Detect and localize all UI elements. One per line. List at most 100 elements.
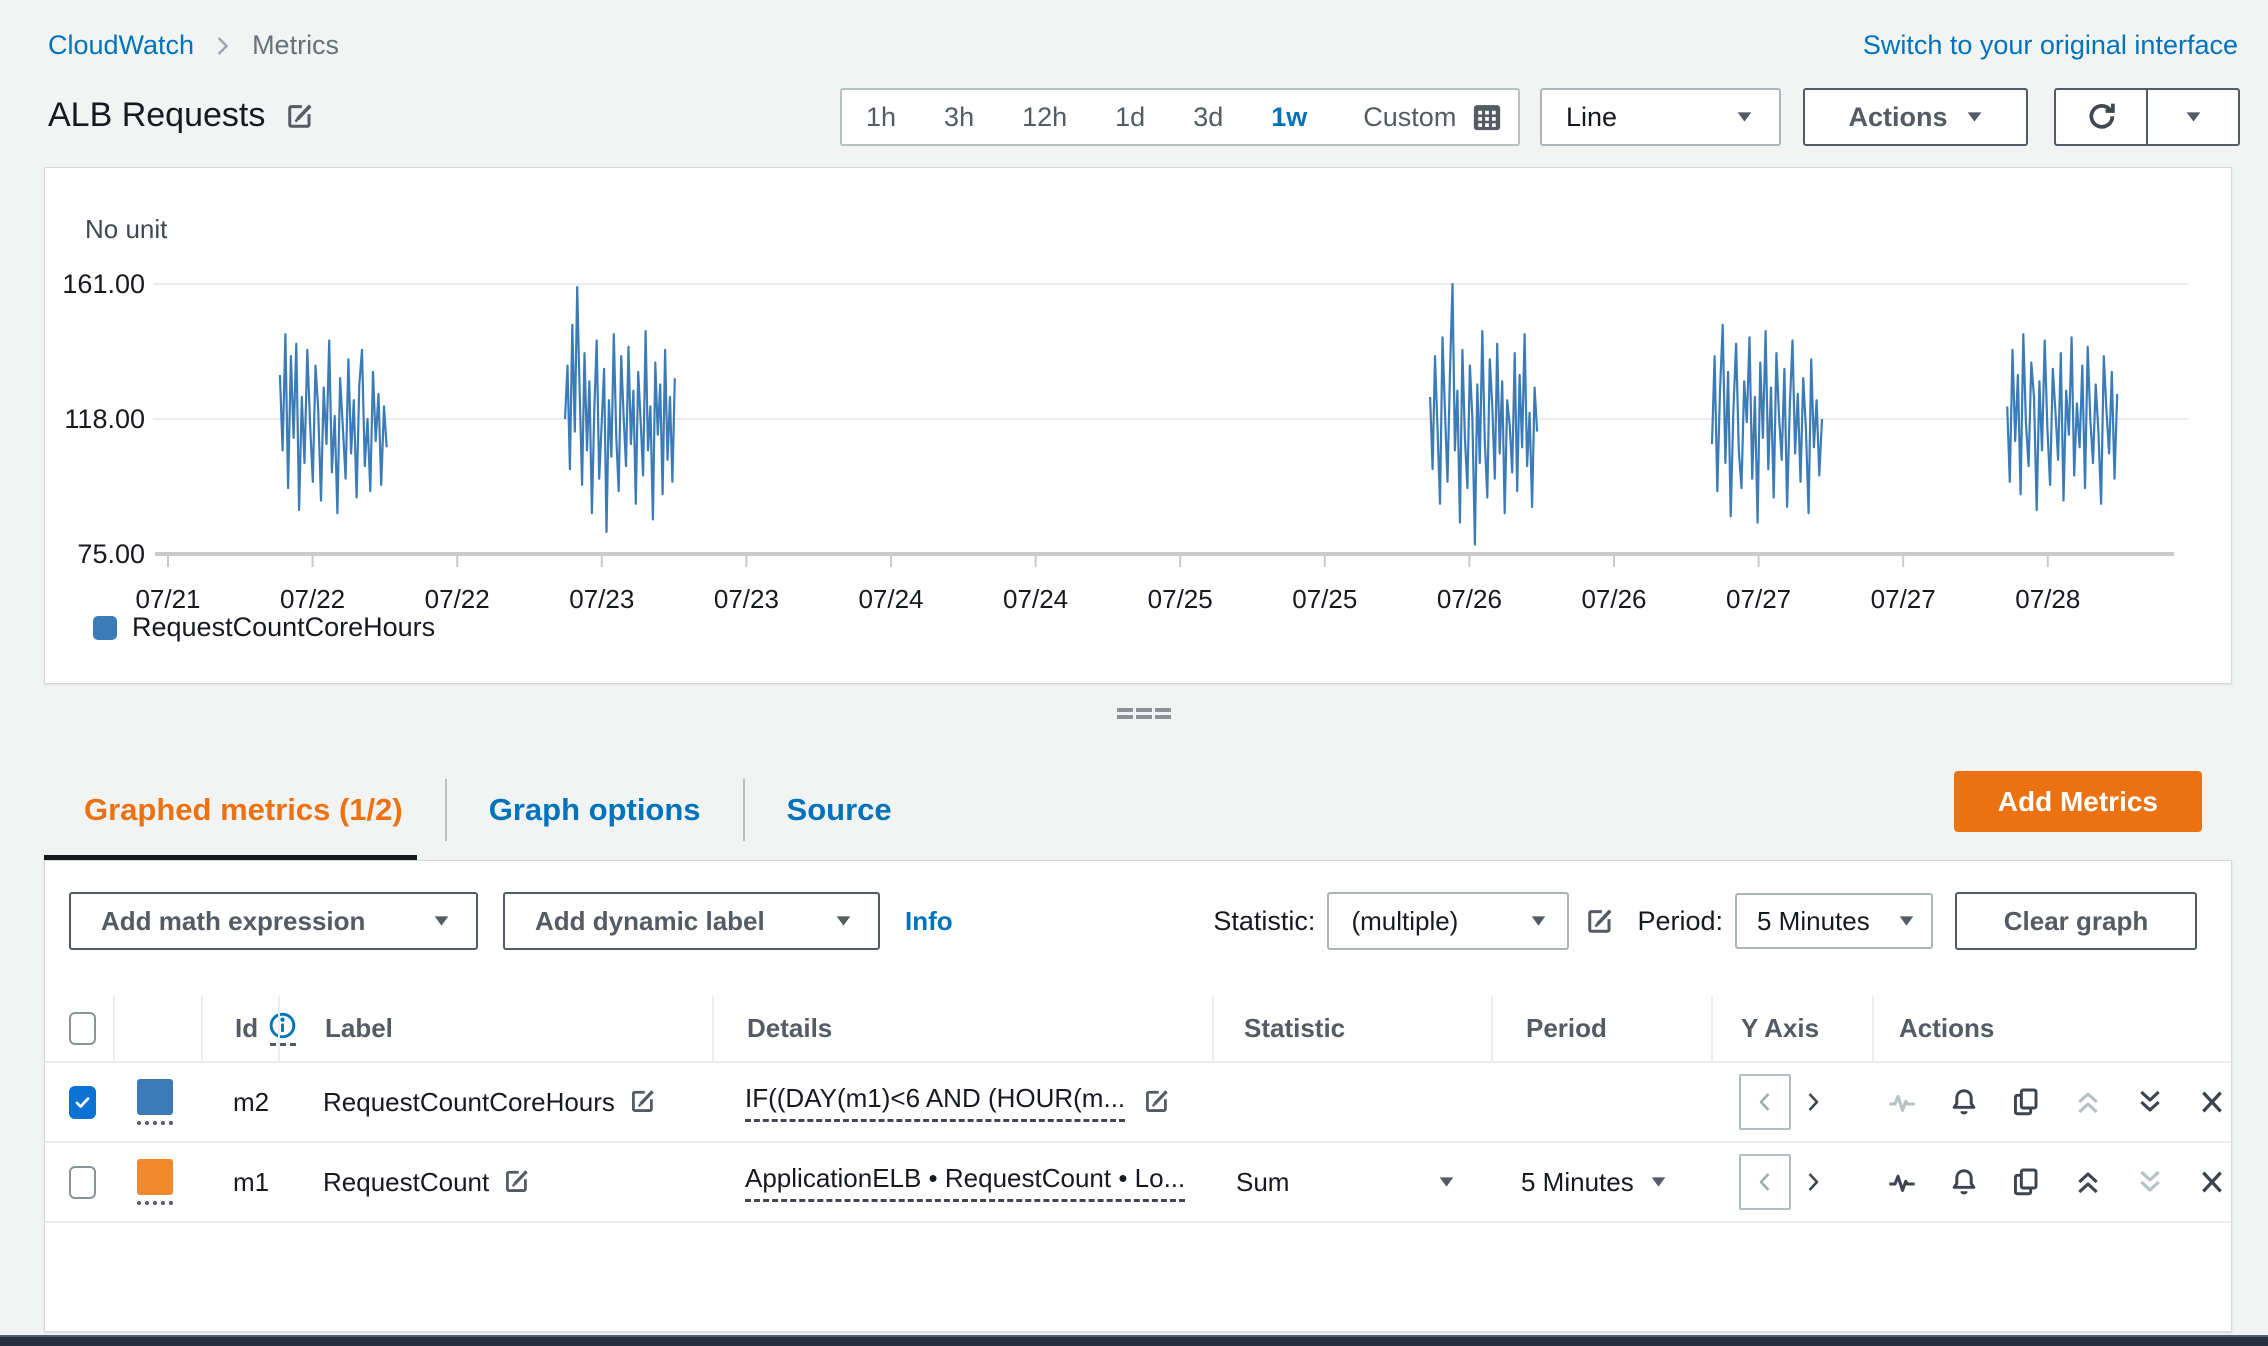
x-tick-label: 07/25 [1292, 584, 1357, 614]
period-value: 5 Minutes [1521, 1167, 1634, 1198]
remove-metric-icon[interactable] [2196, 1086, 2228, 1118]
breadcrumb-chevron-icon [212, 35, 234, 57]
statistic-label: Statistic: [1213, 906, 1315, 937]
edit-label-icon[interactable] [629, 1087, 659, 1117]
row-checkbox[interactable] [69, 1086, 96, 1119]
clear-graph-button[interactable]: Clear graph [1955, 892, 2197, 950]
edit-statistic-icon[interactable] [1585, 906, 1615, 936]
duplicate-icon[interactable] [2010, 1166, 2042, 1198]
column-header-actions: Actions [1872, 996, 2231, 1061]
x-tick-label: 07/21 [135, 584, 200, 614]
info-link[interactable]: Info [905, 906, 953, 937]
metrics-tabs: Graphed metrics (1/2) Graph options Sour… [44, 760, 2240, 860]
period-select[interactable]: 5 Minutes [1735, 893, 1933, 949]
tab-graphed-metrics[interactable]: Graphed metrics (1/2) [44, 792, 445, 828]
refresh-button[interactable] [2056, 90, 2146, 144]
metric-id: m1 [201, 1167, 278, 1198]
row-checkbox[interactable] [69, 1166, 96, 1199]
refresh-group [2054, 88, 2240, 146]
add-dynamic-label-button[interactable]: Add dynamic label [503, 892, 880, 950]
range-12h[interactable]: 12h [998, 102, 1091, 133]
create-alarm-icon[interactable] [1948, 1086, 1980, 1118]
clear-graph-label: Clear graph [2004, 906, 2149, 937]
tab-graph-options[interactable]: Graph options [447, 792, 743, 828]
metric-details-link[interactable]: IF((DAY(m1)<6 AND (HOUR(m... [745, 1083, 1125, 1122]
duplicate-icon[interactable] [2010, 1086, 2042, 1118]
breadcrumb: CloudWatch Metrics [48, 30, 339, 61]
breadcrumb-cloudwatch-link[interactable]: CloudWatch [48, 30, 194, 61]
column-header-details: Details [712, 996, 1212, 1061]
chevron-left-icon [1753, 1166, 1777, 1198]
yaxis-right-button[interactable] [1801, 1166, 1825, 1198]
column-header-label: Label [278, 996, 712, 1061]
color-column-header [113, 996, 201, 1061]
switch-interface-link[interactable]: Switch to your original interface [1863, 30, 2238, 61]
metric-label: RequestCountCoreHours [323, 1087, 615, 1118]
table-header-row: Id Label Details Statistic Period Y Axis… [45, 996, 2231, 1063]
chart-type-select[interactable]: Line [1540, 88, 1781, 146]
statistic-dropdown[interactable]: Sum [1212, 1167, 1491, 1198]
series-line [565, 287, 675, 532]
yaxis-right-button[interactable] [1801, 1086, 1825, 1118]
yaxis-left-button[interactable] [1739, 1074, 1791, 1130]
graphed-metrics-table: Id Label Details Statistic Period Y Axis… [45, 996, 2231, 1223]
column-header-statistic: Statistic [1212, 996, 1491, 1061]
x-tick-label: 07/27 [1726, 584, 1791, 614]
alarm-pulse-icon [1886, 1086, 1918, 1118]
x-tick-label: 07/28 [2015, 584, 2080, 614]
metric-details-link[interactable]: ApplicationELB • RequestCount • Lo... [745, 1163, 1185, 1202]
period-dropdown[interactable]: 5 Minutes [1491, 1167, 1711, 1198]
color-swatch-button[interactable] [137, 1079, 173, 1125]
chevron-down-icon [1438, 1176, 1455, 1188]
chevron-down-icon [835, 915, 852, 927]
range-3d[interactable]: 3d [1169, 102, 1247, 133]
move-down-icon [2134, 1166, 2166, 1198]
actions-button[interactable]: Actions [1803, 88, 2028, 146]
x-tick-label: 07/25 [1148, 584, 1213, 614]
metric-row-m2: m2 RequestCountCoreHours IF((DAY(m1)<6 A… [45, 1063, 2231, 1143]
edit-title-icon[interactable] [285, 101, 315, 131]
x-tick-label: 07/24 [1003, 584, 1068, 614]
graphed-metrics-panel: Add math expression Add dynamic label In… [44, 860, 2232, 1332]
statistic-select[interactable]: (multiple) [1327, 892, 1569, 950]
actions-label: Actions [1848, 102, 1947, 133]
metric-color-swatch [137, 1159, 173, 1195]
move-down-icon[interactable] [2134, 1086, 2166, 1118]
period-label: Period: [1637, 906, 1723, 937]
x-tick-label: 07/23 [569, 584, 634, 614]
create-alarm-icon[interactable] [1948, 1166, 1980, 1198]
chevron-down-icon [1898, 915, 1915, 927]
column-header-yaxis: Y Axis [1711, 996, 1872, 1061]
metrics-line-chart[interactable]: 07/2107/2207/2207/2307/2307/2407/2407/25… [45, 168, 2231, 683]
series-line [2007, 334, 2117, 510]
move-up-icon[interactable] [2072, 1166, 2104, 1198]
add-math-label: Add math expression [101, 906, 365, 937]
edit-details-icon[interactable] [1143, 1087, 1173, 1117]
range-1d[interactable]: 1d [1091, 102, 1169, 133]
add-math-expression-button[interactable]: Add math expression [69, 892, 478, 950]
y-tick-label: 75.00 [77, 539, 145, 569]
refresh-options-button[interactable] [2146, 90, 2238, 144]
remove-metric-icon[interactable] [2196, 1166, 2228, 1198]
range-1w[interactable]: 1w [1247, 102, 1331, 133]
panel-resize-handle[interactable] [1117, 708, 1171, 719]
chart-legend[interactable]: RequestCountCoreHours [93, 612, 435, 643]
add-metrics-button[interactable]: Add Metrics [1954, 771, 2202, 832]
tab-source[interactable]: Source [745, 792, 934, 828]
time-range-group: 1h 3h 12h 1d 3d 1w Custom [840, 88, 1520, 146]
edit-label-icon[interactable] [503, 1167, 533, 1197]
range-1h[interactable]: 1h [842, 102, 920, 133]
check-icon [73, 1093, 92, 1112]
x-tick-label: 07/26 [1437, 584, 1502, 614]
metric-row-m1: m1 RequestCount ApplicationELB • Request… [45, 1143, 2231, 1223]
yaxis-left-button[interactable] [1739, 1154, 1791, 1210]
x-tick-label: 07/26 [1581, 584, 1646, 614]
range-3h[interactable]: 3h [920, 102, 998, 133]
custom-range-button[interactable]: Custom [1339, 102, 1526, 133]
chart-type-value: Line [1566, 102, 1617, 133]
select-all-checkbox[interactable] [69, 1012, 96, 1045]
color-swatch-button[interactable] [137, 1159, 173, 1205]
chevron-down-icon [2185, 111, 2202, 123]
alarm-pulse-icon[interactable] [1886, 1166, 1918, 1198]
series-line [1712, 325, 1822, 523]
